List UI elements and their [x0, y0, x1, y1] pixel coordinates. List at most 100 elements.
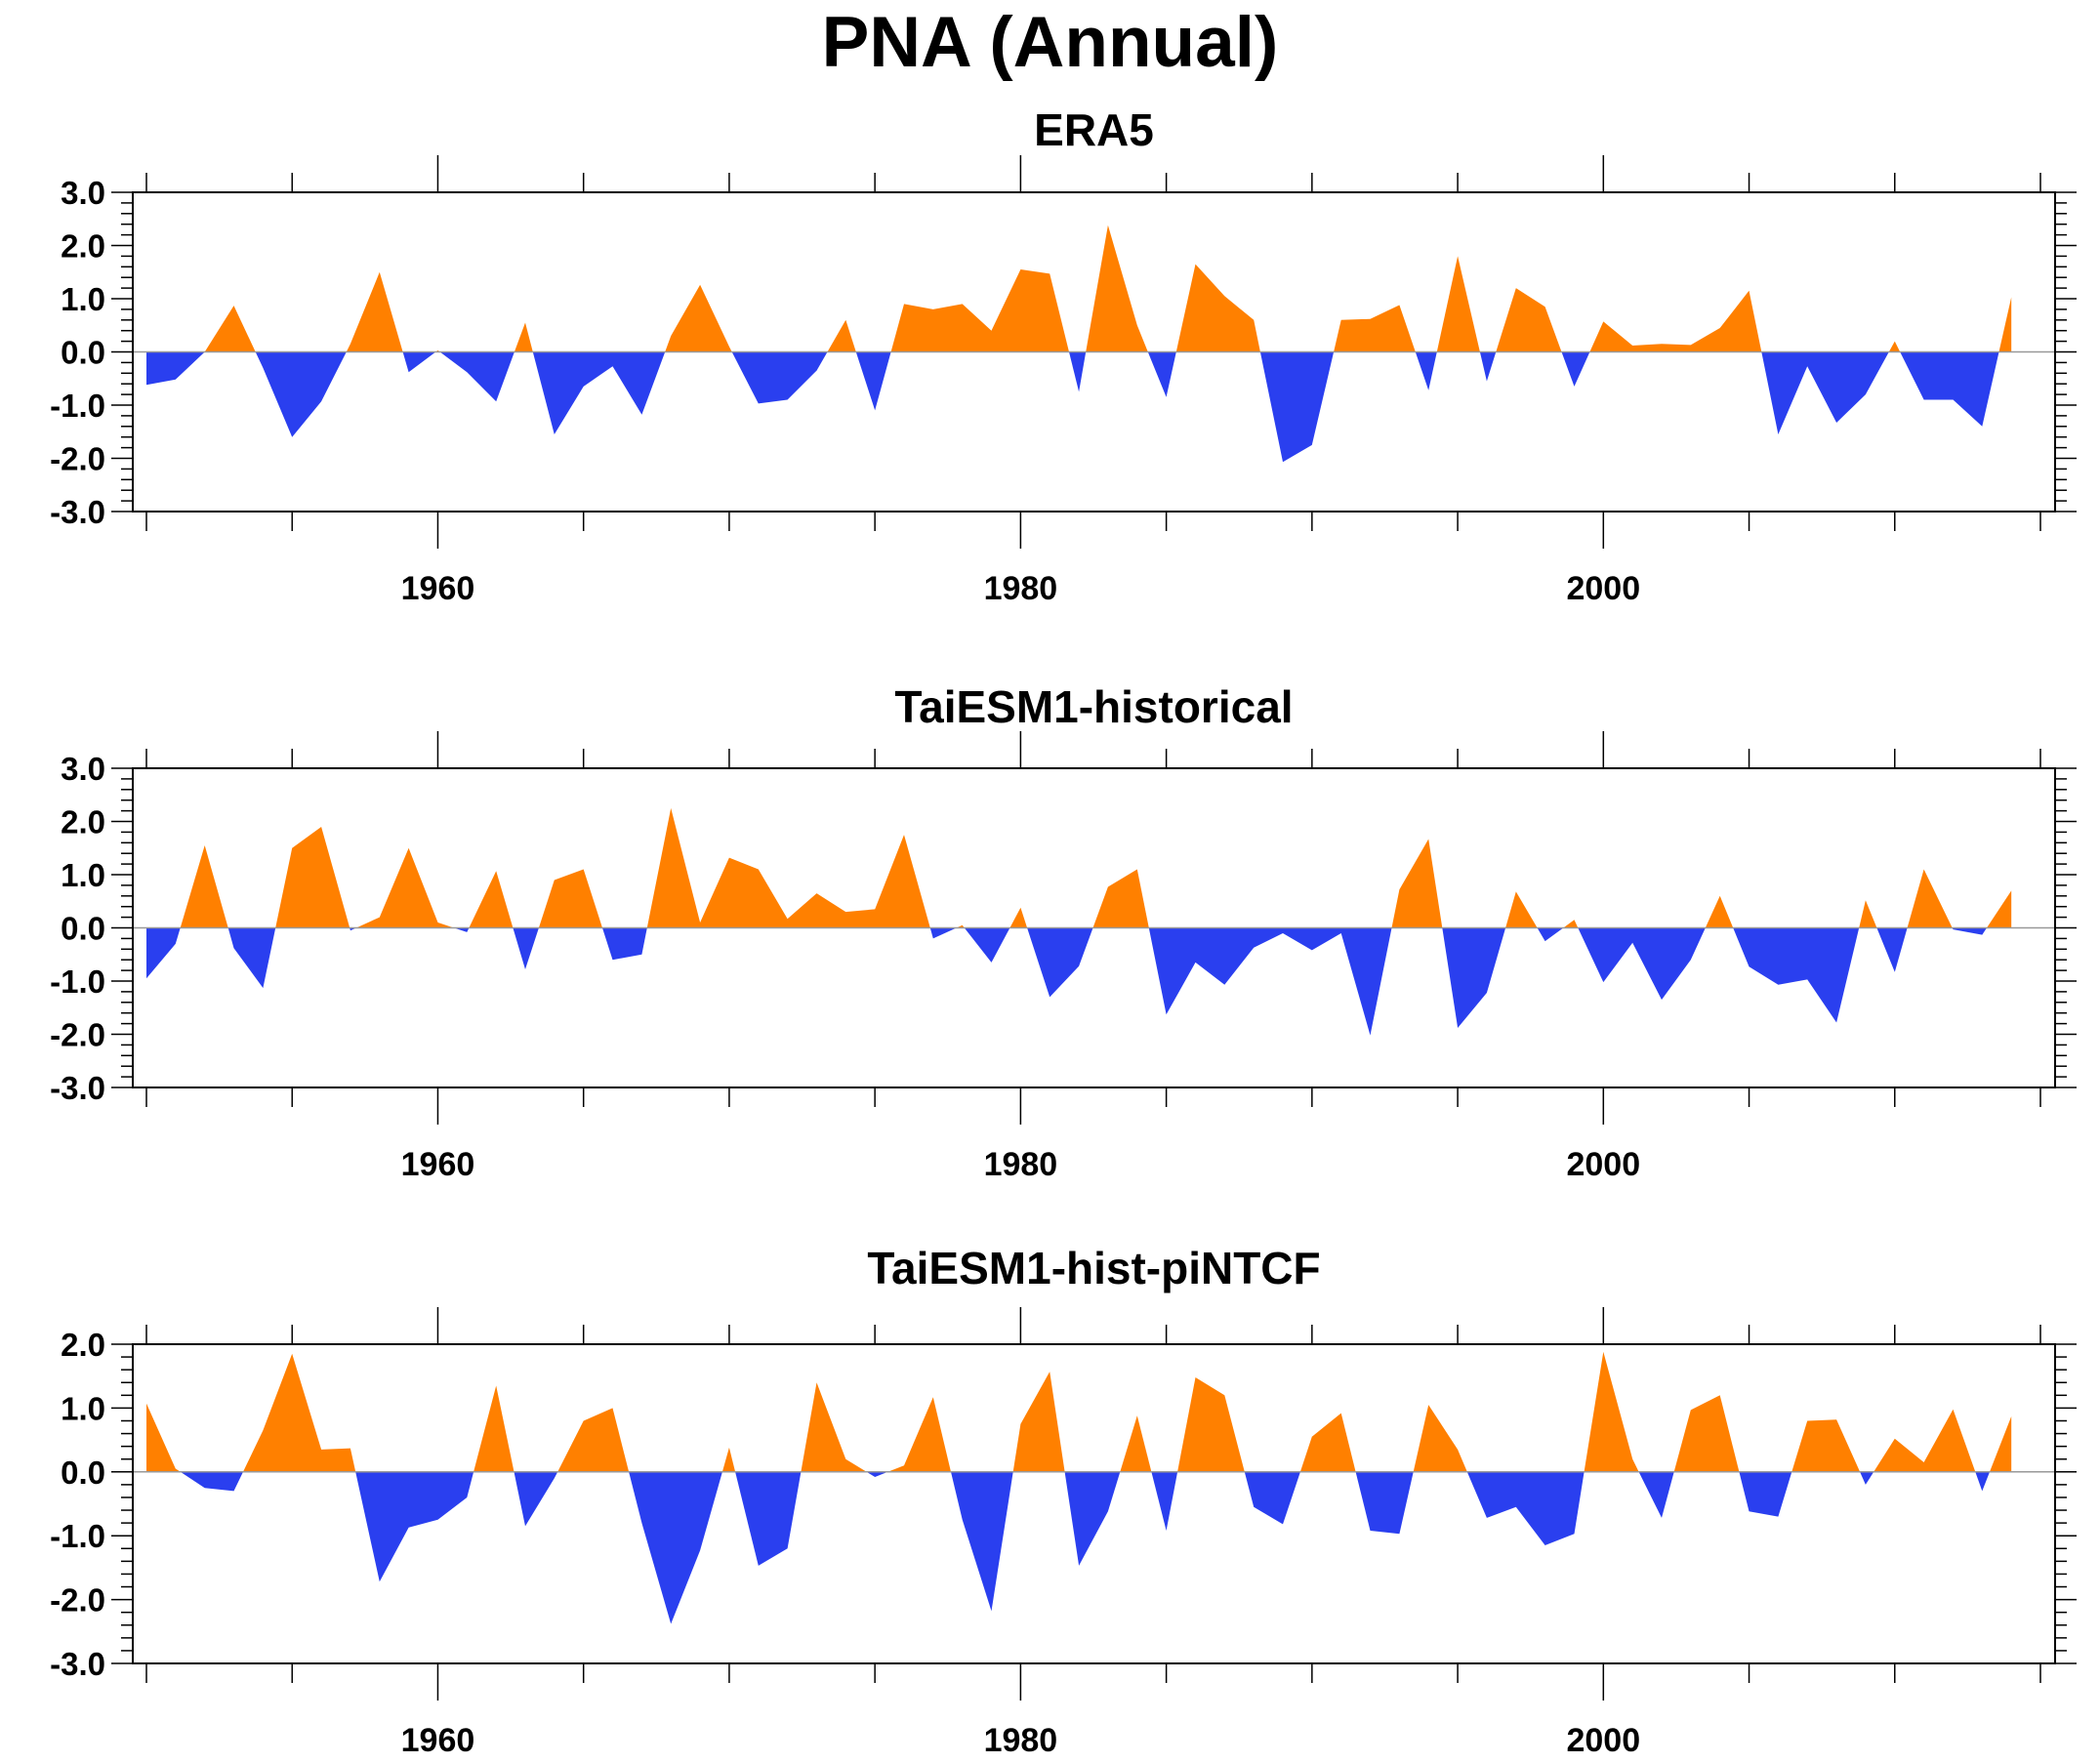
positive-area	[1673, 1395, 1740, 1472]
negative-area	[929, 927, 957, 939]
y-tick-label: 2.0	[61, 804, 105, 840]
positive-area	[1998, 297, 2012, 352]
negative-area	[855, 351, 891, 411]
plot-frame	[132, 1343, 2056, 1664]
positive-area	[1009, 907, 1028, 928]
positive-area	[1874, 1409, 1976, 1472]
negative-area	[146, 351, 205, 386]
positive-area	[1086, 225, 1148, 352]
y-tick-label: -3.0	[50, 494, 105, 530]
positive-area	[646, 807, 930, 928]
negative-area	[1479, 351, 1497, 382]
positive-area	[1907, 869, 1953, 928]
positive-area	[801, 1382, 867, 1472]
y-tick-label: 1.0	[61, 857, 105, 893]
positive-area	[355, 847, 454, 928]
negative-area	[1259, 351, 1335, 463]
positive-area	[469, 871, 514, 928]
negative-area	[402, 351, 436, 373]
y-tick-label: 2.0	[61, 228, 105, 265]
negative-area	[1355, 1471, 1414, 1535]
negative-area	[735, 1471, 802, 1566]
negative-area	[1739, 1471, 1792, 1517]
negative-area	[1064, 1471, 1121, 1566]
x-tick-label: 2000	[1566, 1722, 1640, 1759]
negative-area	[964, 927, 1010, 963]
x-tick-label: 1960	[401, 570, 475, 607]
positive-area	[243, 1353, 356, 1472]
positive-area	[1012, 1372, 1065, 1472]
positive-area	[514, 322, 533, 352]
positive-area	[890, 269, 1069, 352]
positive-area	[1584, 1351, 1639, 1472]
negative-area	[1876, 927, 1908, 972]
negative-area	[532, 351, 666, 434]
y-tick-label: -3.0	[50, 1070, 105, 1106]
y-tick-label: 0.0	[61, 911, 105, 947]
y-tick-label: 0.0	[61, 335, 105, 371]
positive-area	[1791, 1419, 1861, 1472]
positive-area	[1391, 839, 1443, 928]
x-tick-label: 1960	[401, 1722, 475, 1759]
positive-area	[538, 869, 602, 928]
positive-area	[346, 271, 403, 352]
positive-area	[1589, 290, 1762, 352]
y-tick-label: 1.0	[61, 1390, 105, 1426]
positive-area	[1334, 305, 1416, 352]
negative-area	[731, 351, 828, 404]
positive-area	[275, 827, 350, 928]
y-tick-label: 0.0	[61, 1455, 105, 1491]
negative-area	[1415, 351, 1437, 390]
positive-area	[1120, 1415, 1152, 1472]
negative-area	[1578, 927, 1706, 1001]
positive-area	[1705, 895, 1734, 928]
negative-area	[180, 1471, 243, 1492]
negative-area	[602, 927, 647, 961]
negative-area	[1561, 351, 1590, 387]
negative-area	[227, 927, 276, 989]
y-tick-label: -3.0	[50, 1646, 105, 1682]
negative-area	[1027, 927, 1093, 998]
x-tick-label: 2000	[1566, 570, 1640, 607]
positive-area	[1859, 900, 1877, 928]
y-tick-label: -2.0	[50, 1582, 105, 1619]
positive-area	[1175, 264, 1260, 352]
positive-area	[1436, 256, 1480, 352]
negative-area	[1244, 1471, 1300, 1525]
negative-area	[1860, 1471, 1874, 1485]
positive-area	[557, 1408, 630, 1472]
chart-panel-1: ERA5 3.0 2.0 1.0 0.0 -1.0 -2.0 -3.0 1960 1980 2000	[50, 104, 2077, 607]
negative-area	[1466, 1471, 1585, 1545]
positive-area	[1505, 891, 1538, 928]
positive-area	[1563, 920, 1579, 928]
negative-area	[1975, 1471, 1990, 1492]
y-tick-label: -1.0	[50, 964, 105, 1000]
negative-area	[355, 1471, 474, 1582]
x-tick-label: 1980	[984, 570, 1058, 607]
y-tick-label: 3.0	[61, 751, 105, 787]
negative-area	[1148, 927, 1392, 1036]
chart-panel-3: TaiESM1-hist-piNTCF 2.0 1.0 0.0 -1.0 -2.0 -3.0…	[50, 1243, 2077, 1759]
negative-area	[1147, 351, 1176, 397]
positive-area	[1496, 288, 1562, 352]
y-tick-label: -1.0	[50, 1518, 105, 1554]
x-tick-label: 1980	[984, 1146, 1058, 1183]
positive-area	[146, 1403, 181, 1472]
chart-panel-2: TaiESM1-historical 3.0 2.0 1.0 0.0 -1.0 -2.0 -3…	[50, 681, 2077, 1183]
positive-area	[887, 1397, 951, 1472]
negative-area	[1442, 927, 1506, 1028]
positive-area	[827, 319, 856, 352]
negative-area	[1151, 1471, 1178, 1531]
negative-area	[951, 1471, 1013, 1612]
negative-area	[514, 1471, 558, 1527]
positive-area	[665, 284, 732, 352]
positive-area	[1413, 1405, 1467, 1472]
negative-area	[454, 927, 470, 932]
y-tick-label: 2.0	[61, 1327, 105, 1363]
y-tick-label: -1.0	[50, 388, 105, 424]
positive-area	[180, 845, 228, 928]
x-tick-label: 1980	[984, 1722, 1058, 1759]
negative-area	[146, 927, 181, 979]
x-tick-label: 1960	[401, 1146, 475, 1183]
positive-area	[721, 1447, 736, 1472]
